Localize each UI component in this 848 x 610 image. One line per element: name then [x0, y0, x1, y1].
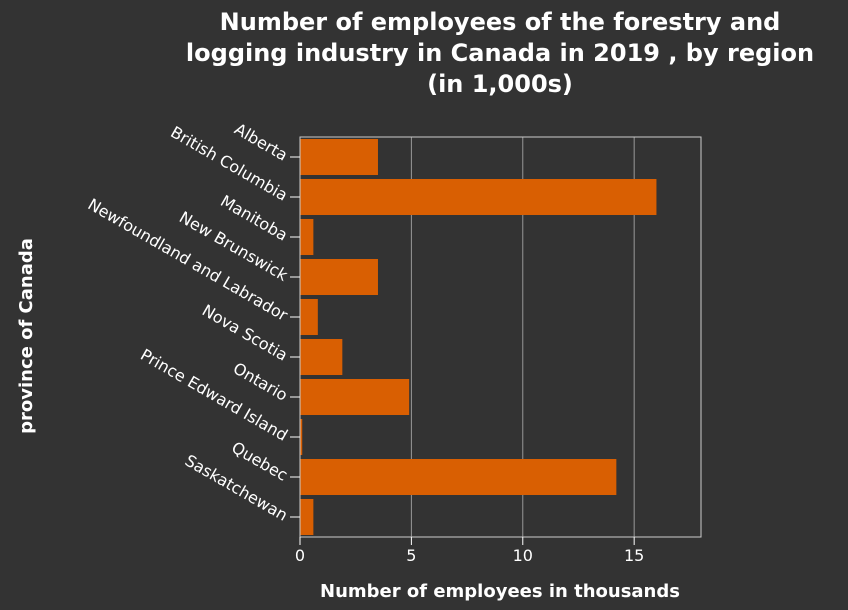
chart-title: Number of employees of the forestry and l… [186, 8, 814, 98]
x-tick-label: 15 [624, 546, 644, 565]
bar [300, 219, 314, 255]
y-axis-title: province of Canada [16, 238, 37, 434]
bar [300, 499, 314, 535]
x-axis-title: Number of employees in thousands [320, 581, 680, 602]
bars [300, 139, 657, 535]
bar [300, 179, 657, 215]
x-axis-ticks: 0 5 10 15 [295, 537, 644, 565]
bar [300, 379, 410, 415]
chart-title-line: logging industry in Canada in 2019 , by … [186, 39, 814, 67]
x-tick-label: 5 [406, 546, 416, 565]
x-tick-label: 10 [513, 546, 533, 565]
bar [300, 419, 303, 455]
plot-frame [299, 136, 702, 538]
bar [300, 339, 343, 375]
bar [300, 139, 378, 175]
x-tick-label: 0 [295, 546, 305, 565]
chart-title-line: (in 1,000s) [427, 70, 573, 98]
bar [300, 299, 318, 335]
chart-title-line: Number of employees of the forestry and [220, 8, 781, 36]
bar [300, 259, 378, 295]
bar [300, 459, 617, 495]
